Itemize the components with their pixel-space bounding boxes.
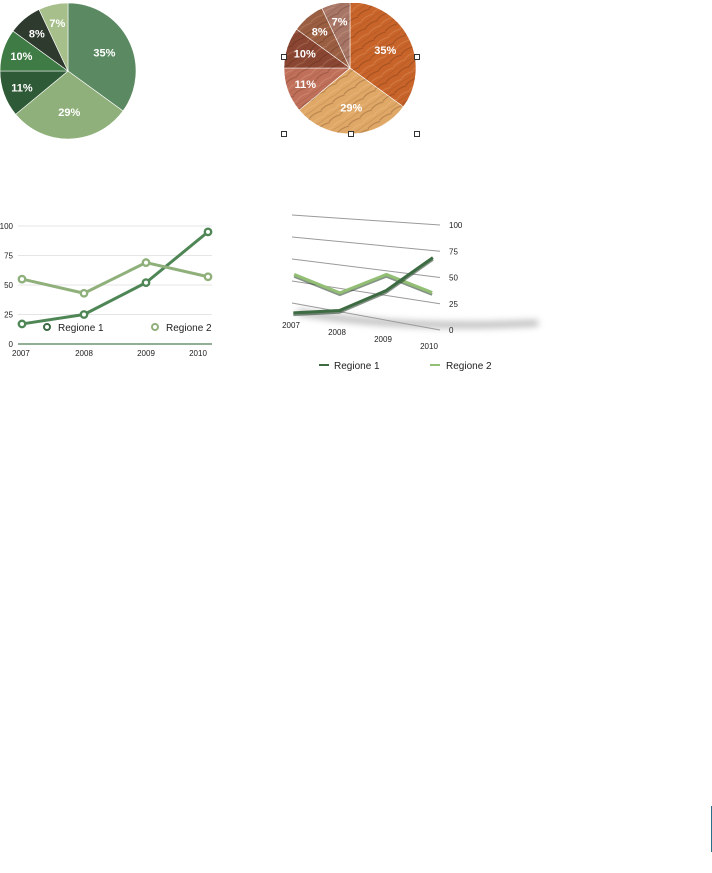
- pie-slice-label: 11%: [11, 83, 33, 95]
- pie-slice: [15, 70, 124, 140]
- data-point: [79, 310, 89, 319]
- pie-slice-texture: [299, 68, 404, 134]
- legend-label-regione-2: Regione 2: [166, 323, 212, 334]
- legend-label-regione-2: Regione 2: [446, 361, 492, 372]
- pie-slice-texture: [321, 3, 350, 68]
- series-line: [21, 230, 209, 326]
- series-line: [293, 272, 433, 295]
- grid-line: [291, 258, 441, 278]
- legend-marker-regione-2: [151, 323, 159, 331]
- y-tick-label: 100: [0, 222, 14, 231]
- data-point: [17, 319, 27, 329]
- pie-slice-texture: [284, 68, 350, 111]
- legend-label-regione-1: Regione 1: [334, 361, 380, 372]
- selection-handle[interactable]: [281, 131, 287, 137]
- grid-line: [291, 302, 441, 331]
- y-tick-label: 50: [449, 274, 458, 283]
- line-chart-flat[interactable]: 0 25 50 75 100 2007 2008 2009 2010 Regione 1 Re…: [0, 210, 225, 370]
- pie-slice-texture: [350, 3, 416, 107]
- x-tick-label: 2007: [12, 349, 30, 358]
- line-chart-flat-svg: 0 25 50 75 100 2007 2008 2009 2010 Regione 1 Re…: [0, 222, 213, 358]
- grid-line: [291, 236, 441, 252]
- legend-label-regione-1: Regione 1: [58, 323, 104, 334]
- pie-slice-label: 35%: [93, 47, 115, 59]
- selection-handle[interactable]: [414, 54, 420, 60]
- pie-slice-label: 29%: [340, 103, 362, 115]
- data-point: [141, 278, 151, 288]
- line-chart-3d-svg: 0 25 50 75 100 2007 2008 2009 2010 Regione 1 Re…: [282, 214, 539, 372]
- y-tick-label: 100: [449, 221, 463, 230]
- pie-slice-label: 29%: [58, 107, 80, 119]
- y-tick-label: 25: [449, 300, 458, 309]
- pie-slice-label: 10%: [294, 48, 316, 60]
- pie-slice-label: 8%: [312, 26, 328, 38]
- pie-chart-wood[interactable]: 35% 29% 11% 10% 8% 7%: [278, 0, 428, 145]
- selection-handle[interactable]: [281, 54, 287, 60]
- series-line: [21, 261, 209, 295]
- x-tick-label: 2007: [282, 321, 300, 330]
- x-tick-label: 2009: [137, 349, 155, 358]
- pie-slice-texture: [284, 29, 350, 68]
- x-tick-label: 2008: [328, 328, 346, 337]
- x-tick-label: 2009: [374, 335, 392, 344]
- pie-slice-label: 10%: [10, 51, 32, 63]
- series-line-edge: [293, 258, 434, 317]
- x-tick-label: 2010: [420, 342, 438, 351]
- pie-slice: [38, 3, 69, 72]
- y-tick-label: 75: [449, 247, 458, 256]
- pie-chart-green-svg: 35% 29% 11% 10% 8% 7%: [0, 3, 137, 140]
- data-point: [79, 288, 89, 298]
- x-tick-label: 2008: [75, 349, 93, 358]
- y-tick-label: 75: [4, 252, 13, 261]
- data-point: [17, 274, 27, 284]
- y-tick-label: 0: [9, 340, 14, 349]
- selection-handle[interactable]: [348, 131, 354, 137]
- pie-slice-texture: [296, 8, 350, 69]
- pie-slice-label: 7%: [49, 18, 65, 30]
- pie-chart-green[interactable]: 35% 29% 11% 10% 8% 7%: [0, 0, 150, 145]
- pie-slice-label: 35%: [374, 45, 396, 57]
- series-line-edge: [293, 275, 433, 297]
- pie-slice-label: 7%: [332, 17, 348, 29]
- pie-chart-wood-svg: 35% 29% 11% 10% 8% 7%: [281, 3, 420, 137]
- series-line: [293, 256, 434, 315]
- y-tick-label: 50: [4, 281, 13, 290]
- pie-slice-label: 8%: [29, 28, 45, 40]
- legend-marker-regione-1: [43, 323, 51, 331]
- data-point: [141, 258, 151, 267]
- y-tick-label: 25: [4, 311, 13, 320]
- data-point: [203, 272, 213, 282]
- data-point: [203, 227, 213, 237]
- pie-slice-label: 11%: [295, 79, 317, 91]
- grid-line: [291, 214, 441, 226]
- line-chart-3d[interactable]: 0 25 50 75 100 2007 2008 2009 2010 Regione 1 Re…: [278, 205, 558, 380]
- x-tick-label: 2010: [189, 349, 207, 358]
- pie-slice: [67, 3, 137, 112]
- y-tick-label: 0: [449, 326, 454, 335]
- selection-handle[interactable]: [414, 131, 420, 137]
